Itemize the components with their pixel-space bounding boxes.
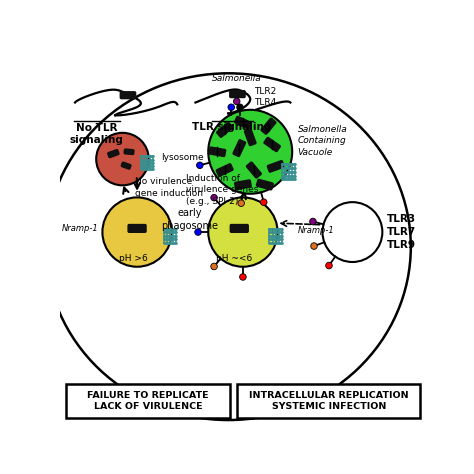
Circle shape xyxy=(195,229,201,236)
FancyBboxPatch shape xyxy=(267,161,284,172)
Text: INTRACELLULAR REPLICATION
SYSTEMIC INFECTION: INTRACELLULAR REPLICATION SYSTEMIC INFEC… xyxy=(249,391,409,411)
FancyBboxPatch shape xyxy=(108,150,119,157)
Text: Salmonella
Containing
Vacuole: Salmonella Containing Vacuole xyxy=(298,125,347,157)
FancyBboxPatch shape xyxy=(235,180,251,189)
Circle shape xyxy=(208,197,278,267)
Circle shape xyxy=(237,104,243,110)
Circle shape xyxy=(240,273,246,280)
Circle shape xyxy=(260,199,267,205)
Circle shape xyxy=(228,104,235,110)
Text: Nramp-1: Nramp-1 xyxy=(62,224,99,233)
Text: TLR3
TLR7
TLR9: TLR3 TLR7 TLR9 xyxy=(387,214,416,250)
FancyBboxPatch shape xyxy=(235,116,251,129)
FancyBboxPatch shape xyxy=(230,91,245,98)
Ellipse shape xyxy=(46,73,411,420)
Circle shape xyxy=(197,162,203,169)
Text: No virulence
gene induction: No virulence gene induction xyxy=(135,177,203,198)
Circle shape xyxy=(208,110,292,194)
FancyBboxPatch shape xyxy=(245,129,256,146)
FancyBboxPatch shape xyxy=(209,147,226,156)
Text: Salmonella: Salmonella xyxy=(212,73,262,82)
Text: pH >6: pH >6 xyxy=(119,254,148,263)
FancyBboxPatch shape xyxy=(230,225,248,232)
Text: Nramp-1: Nramp-1 xyxy=(298,226,335,235)
Text: pH ~<6: pH ~<6 xyxy=(216,254,252,263)
FancyBboxPatch shape xyxy=(261,118,276,134)
FancyBboxPatch shape xyxy=(121,162,131,169)
Text: lysosome: lysosome xyxy=(162,153,204,162)
Circle shape xyxy=(96,133,149,185)
Circle shape xyxy=(310,218,316,225)
Circle shape xyxy=(102,197,172,267)
Circle shape xyxy=(211,194,218,201)
Circle shape xyxy=(211,263,218,270)
Circle shape xyxy=(322,202,383,262)
Circle shape xyxy=(233,98,240,105)
Text: Induction of
virulence genes
(e.g., SPI-2): Induction of virulence genes (e.g., SPI-… xyxy=(186,174,259,206)
FancyBboxPatch shape xyxy=(120,92,136,99)
Circle shape xyxy=(311,243,317,249)
Circle shape xyxy=(326,262,332,269)
FancyBboxPatch shape xyxy=(246,162,261,178)
FancyBboxPatch shape xyxy=(264,137,280,152)
FancyBboxPatch shape xyxy=(256,179,273,190)
Text: TLR2
TLR4: TLR2 TLR4 xyxy=(254,87,276,107)
FancyBboxPatch shape xyxy=(237,383,420,418)
FancyBboxPatch shape xyxy=(233,140,246,156)
FancyBboxPatch shape xyxy=(124,149,134,155)
FancyBboxPatch shape xyxy=(217,122,233,137)
Text: No TLR
signaling: No TLR signaling xyxy=(70,123,124,146)
FancyBboxPatch shape xyxy=(216,164,233,176)
Text: early
phagosome: early phagosome xyxy=(162,208,219,231)
Text: FAILURE TO REPLICATE
LACK OF VIRULENCE: FAILURE TO REPLICATE LACK OF VIRULENCE xyxy=(87,391,209,411)
Circle shape xyxy=(238,200,245,207)
FancyBboxPatch shape xyxy=(128,225,146,232)
FancyBboxPatch shape xyxy=(66,383,230,418)
Text: TLR signaling: TLR signaling xyxy=(192,122,272,132)
